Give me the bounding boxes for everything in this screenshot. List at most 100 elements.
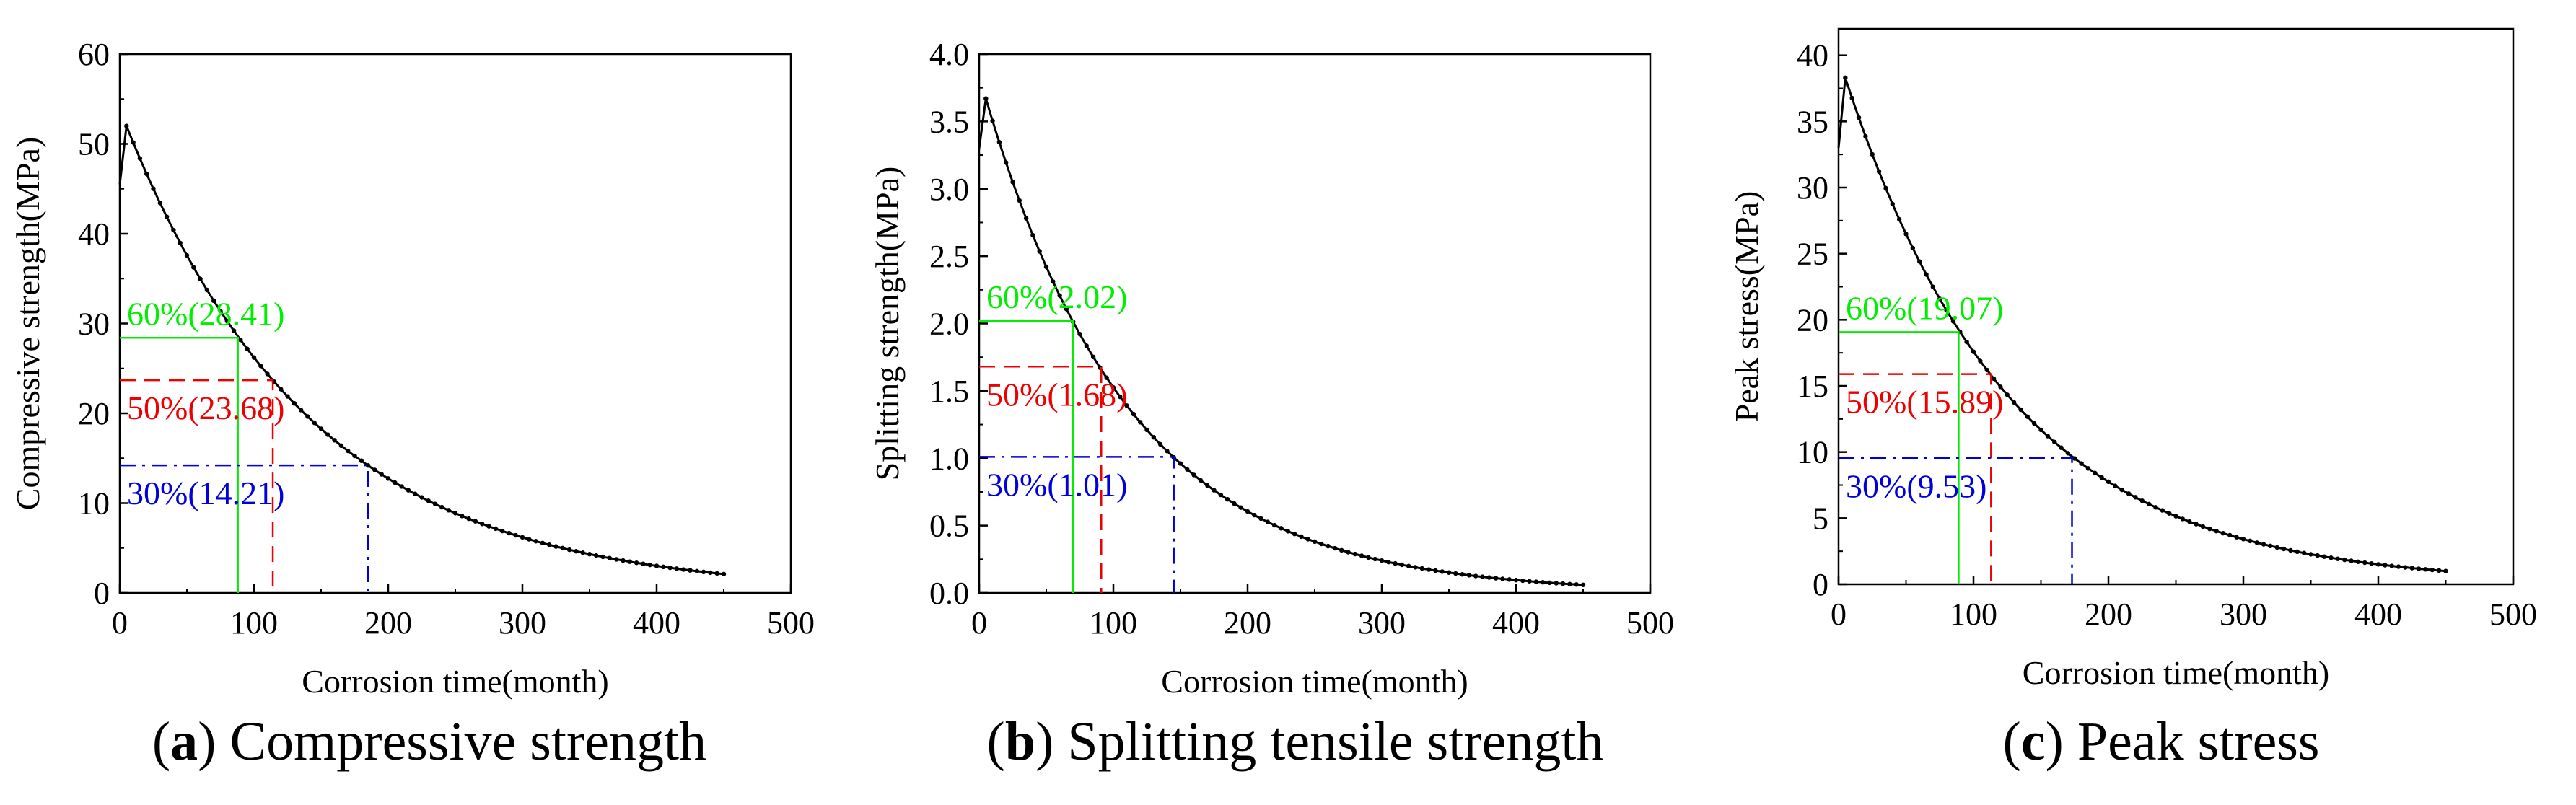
- curve-marker: [446, 508, 451, 513]
- curve-marker: [2430, 567, 2435, 573]
- curve-marker: [1225, 496, 1230, 502]
- curve-marker: [1124, 403, 1129, 408]
- curve-marker: [2443, 568, 2448, 573]
- curve-marker: [990, 118, 995, 123]
- curve-marker: [1305, 537, 1310, 542]
- curve-marker: [1440, 569, 1445, 574]
- caption-c: (c) Peak stress: [2002, 711, 2320, 772]
- curve-marker: [2200, 524, 2206, 529]
- curve-marker: [1037, 249, 1042, 254]
- y-tick-label: 40: [78, 216, 110, 252]
- curve-marker: [1386, 559, 1391, 565]
- x-tick-label: 300: [1358, 605, 1406, 641]
- threshold-label-fifty: 50%(23.68): [127, 390, 284, 426]
- curve-marker: [2308, 552, 2313, 557]
- y-tick-label: 5: [1813, 501, 1828, 536]
- curve-marker: [1903, 232, 1909, 237]
- curve-marker: [204, 287, 210, 293]
- curve-marker: [2268, 543, 2273, 549]
- curve-marker: [312, 420, 317, 426]
- curve-marker: [1971, 349, 1976, 354]
- curve-marker: [2113, 483, 2118, 488]
- curve-marker: [1191, 472, 1196, 478]
- curve-marker: [983, 96, 989, 101]
- curve-marker: [708, 570, 713, 576]
- curve-marker: [1165, 449, 1170, 454]
- curve-marker: [540, 540, 546, 545]
- threshold-label-fifty: 50%(15.89): [1846, 384, 2003, 421]
- curve-marker: [2126, 491, 2132, 496]
- curve-marker: [627, 559, 632, 564]
- curve-marker: [2403, 565, 2408, 570]
- x-tick-label: 200: [2085, 597, 2132, 632]
- curve-marker: [2329, 555, 2334, 560]
- curve-marker: [1010, 180, 1015, 185]
- y-tick-label: 15: [1797, 369, 1828, 404]
- curve-marker: [1004, 160, 1009, 165]
- curve-marker: [1205, 483, 1210, 488]
- curve-marker: [553, 544, 558, 549]
- curve-marker: [1178, 461, 1183, 466]
- curve-marker: [365, 463, 371, 468]
- y-tick-label: 4.0: [929, 37, 969, 72]
- x-axis-title: Corrosion time(month): [302, 663, 608, 700]
- threshold-label-thirty: 30%(9.53): [1846, 467, 1986, 504]
- threshold-line-sixty: [979, 320, 1074, 593]
- x-tick-label: 400: [2354, 597, 2402, 632]
- y-tick-label: 20: [78, 396, 110, 431]
- y-axis-title: Splitting strength(MPa): [869, 167, 906, 481]
- curve-marker: [1480, 574, 1485, 579]
- curve-marker: [621, 558, 626, 563]
- curve-marker: [520, 535, 525, 540]
- curve-marker: [1486, 575, 1491, 580]
- threshold-label-thirty: 30%(14.21): [127, 475, 284, 511]
- curve-marker: [1978, 358, 1983, 364]
- curve-marker: [480, 522, 485, 527]
- curve-marker: [2106, 479, 2111, 485]
- curve-marker: [1433, 568, 1438, 573]
- curve-marker: [547, 542, 552, 547]
- curve-marker: [279, 387, 284, 392]
- curve-marker: [2214, 528, 2219, 534]
- x-tick-label: 400: [633, 605, 680, 641]
- curve-marker: [2052, 439, 2057, 444]
- curve-marker: [499, 528, 505, 534]
- x-tick-label: 500: [1626, 605, 1674, 641]
- curve-marker: [1560, 581, 1566, 586]
- threshold-label-sixty: 60%(19.07): [1846, 289, 2003, 326]
- curve-marker: [1883, 185, 1888, 191]
- curve-marker: [2362, 560, 2367, 566]
- curve-marker: [2160, 508, 2165, 513]
- curve-marker: [1574, 582, 1579, 587]
- curve-marker: [1057, 293, 1062, 298]
- curve-marker: [2194, 522, 2199, 527]
- threshold-line-sixty: [1839, 331, 1960, 584]
- curve-marker: [1346, 550, 1351, 555]
- curve-marker: [2315, 553, 2321, 558]
- curve-marker: [674, 566, 680, 571]
- curve-marker: [406, 488, 411, 493]
- curve-marker: [1580, 582, 1586, 587]
- curve-marker: [1265, 519, 1271, 524]
- y-tick-label: 25: [1797, 237, 1828, 272]
- x-tick-label: 500: [2489, 597, 2537, 632]
- curve-marker: [1513, 578, 1519, 583]
- curve-marker: [2369, 561, 2374, 566]
- curve-marker: [2153, 505, 2158, 510]
- curve-marker: [473, 519, 478, 524]
- curve-marker: [527, 537, 532, 542]
- y-tick-label: 30: [78, 307, 110, 342]
- x-tick-label: 100: [1950, 597, 1997, 632]
- curve-marker: [1500, 576, 1505, 581]
- curve-marker: [1843, 75, 1848, 81]
- curve-marker: [1413, 565, 1418, 570]
- curve-marker: [2396, 564, 2401, 569]
- curve-marker: [2349, 558, 2354, 563]
- curve-marker: [245, 346, 250, 351]
- curve-marker: [419, 495, 424, 500]
- curve-marker: [2133, 495, 2138, 500]
- curve-marker: [198, 276, 203, 281]
- curve-marker: [1144, 427, 1149, 433]
- curve-marker: [1507, 577, 1512, 582]
